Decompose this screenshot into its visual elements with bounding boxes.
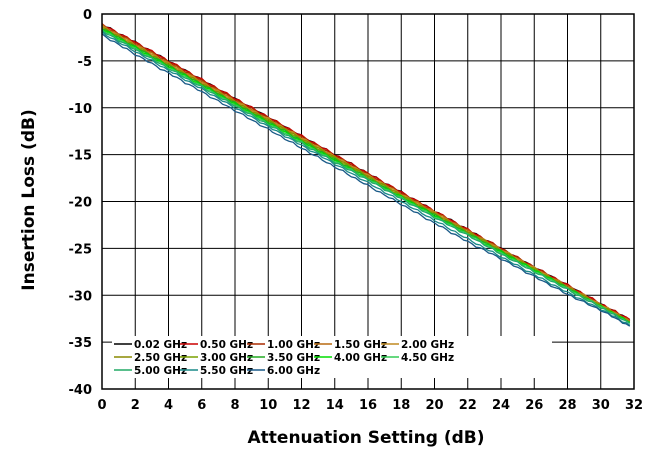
legend-label: 6.00 GHz bbox=[267, 365, 320, 377]
x-tick-label: 22 bbox=[459, 398, 477, 413]
y-tick-label: -35 bbox=[69, 336, 93, 351]
x-tick-label: 6 bbox=[197, 398, 206, 413]
series-line-2-00-ghz bbox=[101, 25, 631, 323]
x-axis-title: Attenuation Setting (dB) bbox=[248, 428, 485, 448]
x-tick-label: 20 bbox=[425, 398, 443, 413]
x-tick-label: 16 bbox=[359, 398, 377, 413]
legend-label: 2.50 GHz bbox=[134, 352, 187, 364]
legend-label: 3.50 GHz bbox=[267, 352, 320, 364]
y-tick-label: 0 bbox=[83, 8, 92, 23]
x-tick-label: 0 bbox=[97, 398, 106, 413]
y-tick-label: -20 bbox=[69, 196, 93, 211]
x-tick-label: 10 bbox=[259, 398, 277, 413]
legend-entry: 6.00 GHz bbox=[247, 365, 320, 377]
tick-label-layer: 0 2 4 6 8 10 12 14 16 18 20 22 24 26 28 30 320-5-10-15-2… bbox=[69, 8, 644, 413]
series-line-6-00-ghz bbox=[101, 33, 631, 327]
legend-label: 2.00 GHz bbox=[401, 339, 454, 351]
legend-entry: 2.50 GHz bbox=[114, 352, 187, 364]
legend-entry: 1.00 GHz bbox=[247, 339, 320, 351]
y-tick-label: -10 bbox=[69, 102, 93, 117]
x-tick-label: 18 bbox=[392, 398, 410, 413]
x-tick-label: 2 bbox=[131, 398, 140, 413]
legend-label: 1.00 GHz bbox=[267, 339, 320, 351]
legend-entry: 3.00 GHz bbox=[180, 352, 253, 364]
series-line-5-00-ghz bbox=[101, 29, 631, 324]
legend-entry: 5.00 GHz bbox=[114, 365, 187, 377]
y-tick-label: -30 bbox=[69, 289, 93, 304]
x-tick-label: 28 bbox=[558, 398, 576, 413]
y-tick-label: -15 bbox=[69, 149, 93, 164]
x-tick-label: 26 bbox=[525, 398, 543, 413]
legend-label: 1.50 GHz bbox=[334, 339, 387, 351]
x-tick-label: 12 bbox=[292, 398, 310, 413]
legend-entry: 0.50 GHz bbox=[180, 339, 253, 351]
legend-label: 0.50 GHz bbox=[200, 339, 253, 351]
y-axis-title: Insertion Loss (dB) bbox=[19, 109, 39, 290]
legend-entry: 4.00 GHz bbox=[314, 352, 387, 364]
legend-entry: 0.02 GHz bbox=[114, 339, 187, 351]
x-tick-label: 32 bbox=[625, 398, 643, 413]
series-layer bbox=[101, 23, 631, 327]
x-tick-label: 8 bbox=[230, 398, 239, 413]
legend-label: 3.00 GHz bbox=[200, 352, 253, 364]
y-tick-label: -40 bbox=[69, 383, 93, 398]
x-tick-label: 14 bbox=[326, 398, 344, 413]
y-tick-label: -25 bbox=[69, 242, 93, 257]
legend: 0.02 GHz 0.50 GHz 1.00 GHz 1.50 GHz 2.00 GHz… bbox=[112, 336, 552, 378]
x-tick-label: 4 bbox=[164, 398, 173, 413]
legend-label: 4.50 GHz bbox=[401, 352, 454, 364]
x-tick-label: 30 bbox=[592, 398, 610, 413]
legend-label: 5.50 GHz bbox=[200, 365, 253, 377]
legend-label: 5.00 GHz bbox=[134, 365, 187, 377]
series-line-5-50-ghz bbox=[101, 31, 631, 326]
plot-frame bbox=[101, 13, 635, 390]
legend-entry: 2.00 GHz bbox=[381, 339, 454, 351]
legend-entry: 3.50 GHz bbox=[247, 352, 320, 364]
legend-label: 4.00 GHz bbox=[334, 352, 387, 364]
legend-entry: 4.50 GHz bbox=[381, 352, 454, 364]
legend-label: 0.02 GHz bbox=[134, 339, 187, 351]
legend-entry: 1.50 GHz bbox=[314, 339, 387, 351]
y-tick-label: -5 bbox=[78, 55, 92, 70]
legend-entry: 5.50 GHz bbox=[180, 365, 253, 377]
x-tick-label: 24 bbox=[492, 398, 510, 413]
